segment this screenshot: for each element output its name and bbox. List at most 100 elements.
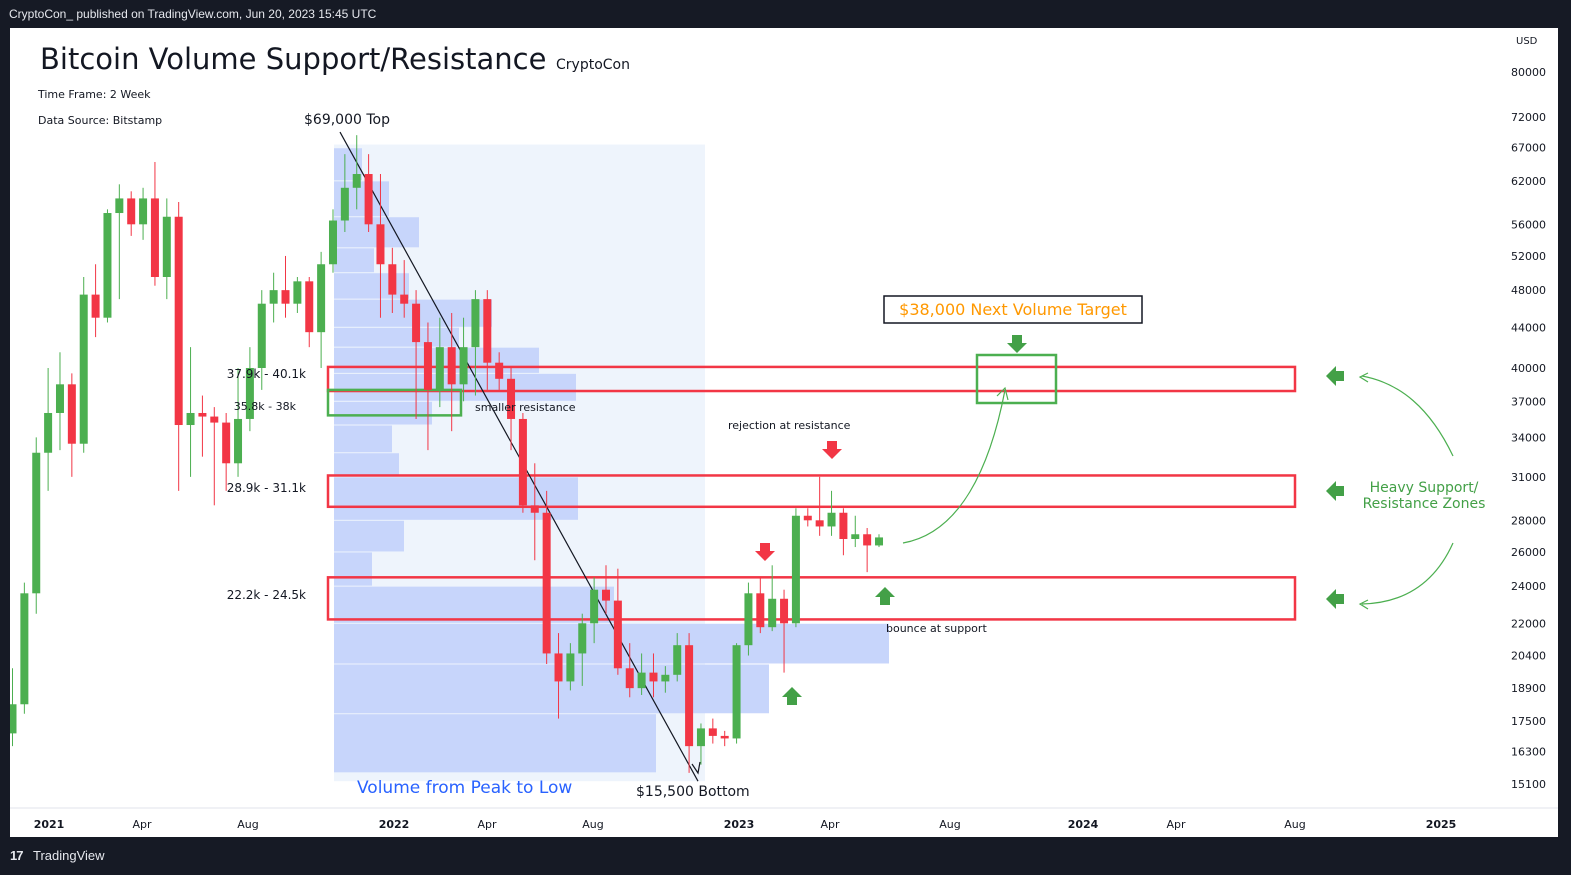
price-tick-label: 18900	[1511, 682, 1546, 695]
candle	[67, 373, 76, 477]
green-left-arrow-icon	[1326, 481, 1344, 501]
sr-zone-box	[326, 474, 1297, 509]
zones-layer	[326, 353, 1297, 621]
candle-body	[281, 290, 290, 304]
candle	[423, 322, 432, 451]
volume-profile	[334, 144, 889, 782]
candle	[661, 666, 670, 693]
candle	[696, 723, 705, 765]
time-tick-label: Aug	[939, 818, 960, 831]
currency-label: USD	[1516, 36, 1538, 47]
candle-body	[863, 534, 872, 546]
candle	[328, 209, 337, 273]
candle-body	[269, 290, 278, 304]
target-box	[883, 295, 1143, 324]
candle-body	[732, 645, 741, 739]
candle-body	[613, 600, 622, 669]
candle-body	[459, 347, 468, 385]
publish-note: CryptoCon_ published on TradingView.com,…	[9, 7, 377, 21]
candle	[44, 367, 53, 491]
projection-arrowhead	[996, 386, 1009, 401]
candle-body	[412, 303, 421, 343]
price-tick-label: 52000	[1511, 250, 1546, 263]
candle-body	[625, 668, 634, 689]
candle-body	[293, 281, 302, 304]
candle-body	[103, 213, 112, 318]
volume-bin	[334, 664, 769, 714]
candle	[222, 412, 231, 491]
candle-body	[471, 299, 480, 348]
peak-to-low-arrowhead	[691, 761, 701, 775]
target-label: $38,000 Next Volume Target	[899, 300, 1127, 319]
candle-body	[851, 534, 860, 540]
candle-body	[554, 653, 563, 682]
time-tick-label: Aug	[582, 818, 603, 831]
red-down-arrow-icon	[755, 543, 775, 561]
candle	[708, 718, 717, 744]
candle	[376, 174, 385, 318]
candle	[768, 565, 777, 632]
target-down-arrow-icon	[1007, 335, 1027, 353]
candle	[649, 653, 658, 698]
candle	[79, 276, 88, 453]
candle-body	[8, 704, 17, 734]
footer-brand[interactable]: TradingView	[33, 848, 105, 863]
candle	[103, 209, 112, 323]
candle-body	[55, 384, 64, 413]
candle	[495, 352, 504, 390]
candle-body	[317, 264, 326, 333]
candle-body	[602, 589, 610, 601]
tradingview-logo-icon[interactable]: 17	[10, 848, 24, 863]
candle	[673, 633, 682, 682]
candle	[637, 653, 646, 695]
candle-body	[566, 653, 575, 682]
candle	[566, 643, 575, 691]
red-down-arrow-icon	[822, 441, 842, 459]
candle	[305, 276, 314, 348]
candle-body	[590, 589, 599, 624]
candle	[685, 633, 694, 773]
zone-label-top: 37.9k - 40.1k	[227, 367, 306, 381]
sr-zone-box	[326, 365, 1297, 393]
candle-body	[780, 598, 789, 624]
candle	[91, 264, 100, 338]
candle	[127, 191, 136, 236]
candle-body	[328, 220, 337, 265]
green-left-arrow-icon	[1326, 589, 1344, 609]
candle-body	[518, 418, 527, 506]
candle-body	[91, 294, 100, 318]
candle	[447, 312, 456, 432]
candle-body	[139, 198, 148, 225]
candle-body	[376, 224, 385, 265]
price-tick-label: 28000	[1511, 514, 1546, 527]
time-tick-label: 2022	[379, 818, 410, 831]
candle	[174, 202, 183, 491]
time-axis[interactable]: 2021 Apr Aug 2022 Apr Aug 2023 Apr Aug 2024 Apr Aug…	[10, 807, 1558, 831]
price-chart[interactable]: 80000 72000 67000 62000 56000 52000 48000 44000…	[8, 28, 1558, 837]
volume-bin	[334, 453, 399, 477]
candle	[234, 367, 243, 477]
candle-body	[839, 512, 848, 540]
candle	[115, 184, 124, 300]
candle	[542, 490, 551, 664]
price-axis[interactable]: 80000 72000 67000 62000 56000 52000 48000 44000…	[1511, 66, 1546, 791]
rejection-label: rejection at resistance	[728, 419, 851, 432]
candle	[839, 508, 848, 556]
heavy-zone-arrowhead-bottom	[1358, 599, 1369, 610]
candle-body	[234, 418, 243, 464]
smaller-resistance-label: smaller resistance	[475, 401, 576, 414]
sr-zone-box	[326, 576, 1297, 621]
candle	[578, 613, 587, 686]
candle-body	[162, 216, 171, 277]
source-label: Data Source: Bitstamp	[38, 114, 162, 127]
price-tick-label: 26000	[1511, 546, 1546, 559]
green-up-arrow-icon	[875, 587, 895, 605]
chart-area[interactable]: 80000 72000 67000 62000 56000 52000 48000 44000…	[8, 28, 1558, 837]
arrows-layer	[755, 335, 1344, 705]
candle	[803, 508, 812, 527]
price-tick-label: 31000	[1511, 471, 1546, 484]
candle	[613, 568, 622, 675]
candle	[530, 463, 539, 561]
green-left-arrow-icon	[1326, 366, 1344, 386]
candle-body	[340, 187, 349, 221]
